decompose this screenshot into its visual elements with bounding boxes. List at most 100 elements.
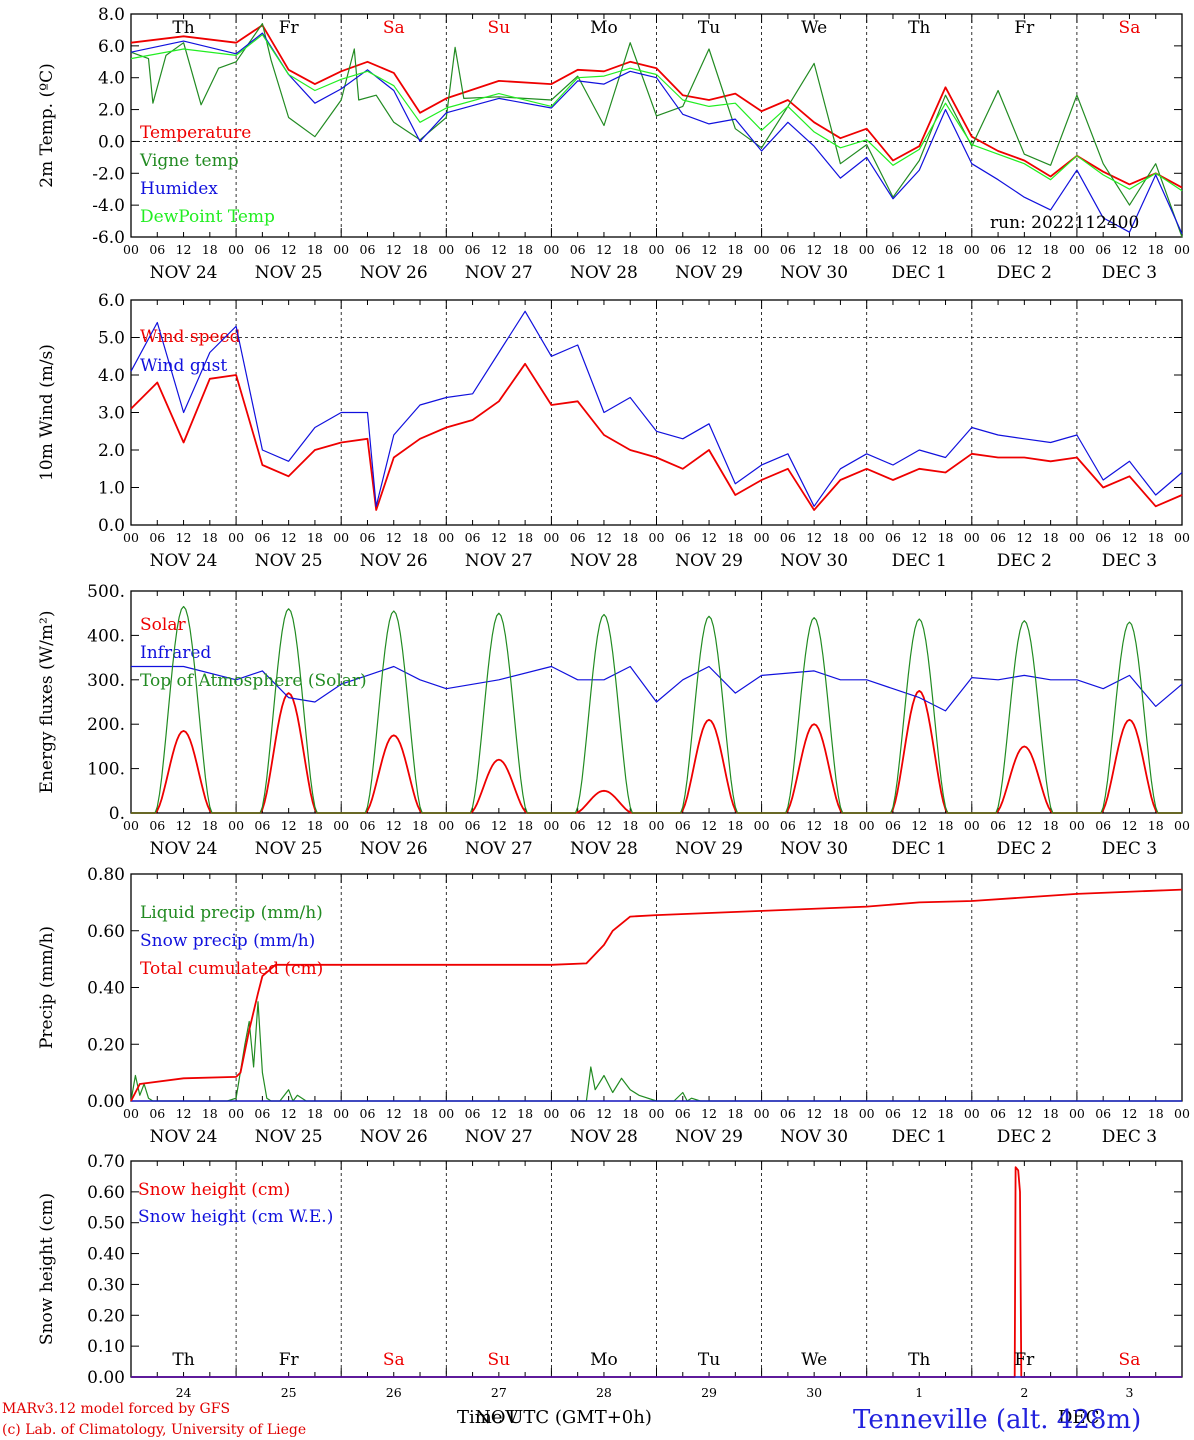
hour-label: 00 (754, 242, 770, 257)
day-number: 27 (491, 1385, 507, 1400)
weekday-label: Mo (590, 1350, 618, 1370)
y-tick-label: 0.30 (87, 1275, 125, 1295)
hour-label: 00 (228, 242, 244, 257)
weekday-label: Th (908, 1350, 930, 1370)
day-number: 3 (1125, 1385, 1133, 1400)
series-wind-speed (130, 362, 1183, 511)
hour-label: 00 (123, 530, 139, 545)
date-label: NOV 30 (780, 1127, 848, 1147)
hour-label: 18 (517, 818, 533, 833)
hour-label: 00 (228, 530, 244, 545)
date-label: NOV 28 (570, 1127, 638, 1147)
weekday-label: Th (172, 1350, 194, 1370)
date-label: DEC 2 (997, 263, 1052, 283)
legend-infrared: Infrared (140, 643, 211, 663)
weekday-label: Su (488, 18, 511, 38)
date-label: NOV 25 (255, 551, 323, 571)
date-label: NOV 27 (465, 551, 533, 571)
hour-label: 12 (596, 530, 612, 545)
date-label: DEC 1 (892, 263, 947, 283)
series-top-of-atmosphere-solar (131, 605, 1182, 814)
hour-label: 18 (1043, 818, 1059, 833)
hour-label: 18 (727, 1106, 743, 1121)
y-tick-label: 4.0 (98, 69, 125, 89)
hour-label: 06 (254, 1106, 270, 1121)
hour-label: 00 (859, 1106, 875, 1121)
hour-label: 00 (859, 530, 875, 545)
hour-label: 18 (412, 818, 428, 833)
legend-wind-gust: Wind gust (140, 356, 227, 376)
date-label: NOV 28 (570, 551, 638, 571)
date-label: NOV 29 (675, 1127, 743, 1147)
hour-label: 06 (990, 242, 1006, 257)
weekday-label: Th (172, 18, 194, 38)
series-wind-gust (130, 310, 1183, 507)
series-dewpoint-temp (130, 34, 1183, 192)
hour-label: 06 (360, 818, 376, 833)
hour-label: 00 (649, 530, 665, 545)
hour-label: 06 (254, 530, 270, 545)
hour-label: 12 (281, 1106, 297, 1121)
hour-label: 18 (1148, 530, 1164, 545)
hour-label: 18 (1043, 242, 1059, 257)
date-label: NOV 30 (780, 839, 848, 859)
legend-temperature: Temperature (140, 123, 251, 143)
date-label: DEC 2 (997, 839, 1052, 859)
hour-label: 18 (622, 242, 638, 257)
hour-label: 12 (176, 1106, 192, 1121)
hour-label: 00 (1174, 530, 1190, 545)
legend-snow-height-cm: Snow height (cm) (138, 1180, 290, 1200)
hour-label: 00 (754, 530, 770, 545)
station-label: Tenneville (alt. 428m) (853, 1405, 1141, 1435)
hour-label: 18 (517, 530, 533, 545)
hour-label: 06 (780, 818, 796, 833)
hour-label: 12 (491, 530, 507, 545)
day-number: 29 (701, 1385, 717, 1400)
hour-label: 06 (149, 818, 165, 833)
weekday-label: Su (488, 1350, 511, 1370)
hour-label: 12 (596, 818, 612, 833)
hour-label: 06 (990, 530, 1006, 545)
hour-label: 00 (438, 818, 454, 833)
y-tick-label: 0.70 (87, 1152, 125, 1172)
hour-label: 06 (465, 530, 481, 545)
weekday-label: Mo (590, 18, 618, 38)
hour-label: 00 (1174, 1106, 1190, 1121)
legend-snow-precip-mm-h: Snow precip (mm/h) (140, 931, 315, 951)
date-label: NOV 27 (465, 1127, 533, 1147)
date-label: NOV 26 (360, 551, 428, 571)
series-total-cumulated-cm (130, 888, 1183, 1102)
hour-label: 06 (885, 818, 901, 833)
hour-label: 18 (517, 242, 533, 257)
hour-label: 00 (333, 530, 349, 545)
hour-label: 06 (885, 1106, 901, 1121)
date-label: DEC 3 (1102, 839, 1157, 859)
weekday-label: Fr (1014, 18, 1035, 38)
y-tick-label: 0.50 (87, 1214, 125, 1234)
y-tick-label: 4.0 (98, 366, 125, 386)
date-label: NOV 27 (465, 839, 533, 859)
y-tick-label: 6.0 (98, 37, 125, 57)
hour-label: 00 (333, 242, 349, 257)
y-tick-label: 500. (87, 582, 125, 602)
hour-label: 12 (1121, 530, 1137, 545)
hour-label: 00 (1174, 818, 1190, 833)
hour-label: 06 (254, 242, 270, 257)
hour-label: 00 (649, 242, 665, 257)
date-label: DEC 3 (1102, 1127, 1157, 1147)
weekday-label: Sa (1119, 1350, 1141, 1370)
legend-liquid-precip-mm-h: Liquid precip (mm/h) (140, 903, 323, 923)
hour-label: 00 (649, 818, 665, 833)
hour-label: 18 (1148, 818, 1164, 833)
hour-label: 00 (333, 818, 349, 833)
hour-label: 00 (1069, 1106, 1085, 1121)
hour-label: 06 (465, 242, 481, 257)
weekday-label: Fr (279, 1350, 300, 1370)
hour-label: 12 (596, 1106, 612, 1121)
y-tick-label: 0.00 (87, 1368, 125, 1388)
panel-1: 8.0 6.0 4.0 2.0 0.0 -2.0 -4.0 -6.0 2m Temp. (ºC)… (37, 5, 1190, 283)
hour-label: 12 (806, 242, 822, 257)
hour-label: 18 (832, 530, 848, 545)
date-label: NOV 29 (675, 263, 743, 283)
